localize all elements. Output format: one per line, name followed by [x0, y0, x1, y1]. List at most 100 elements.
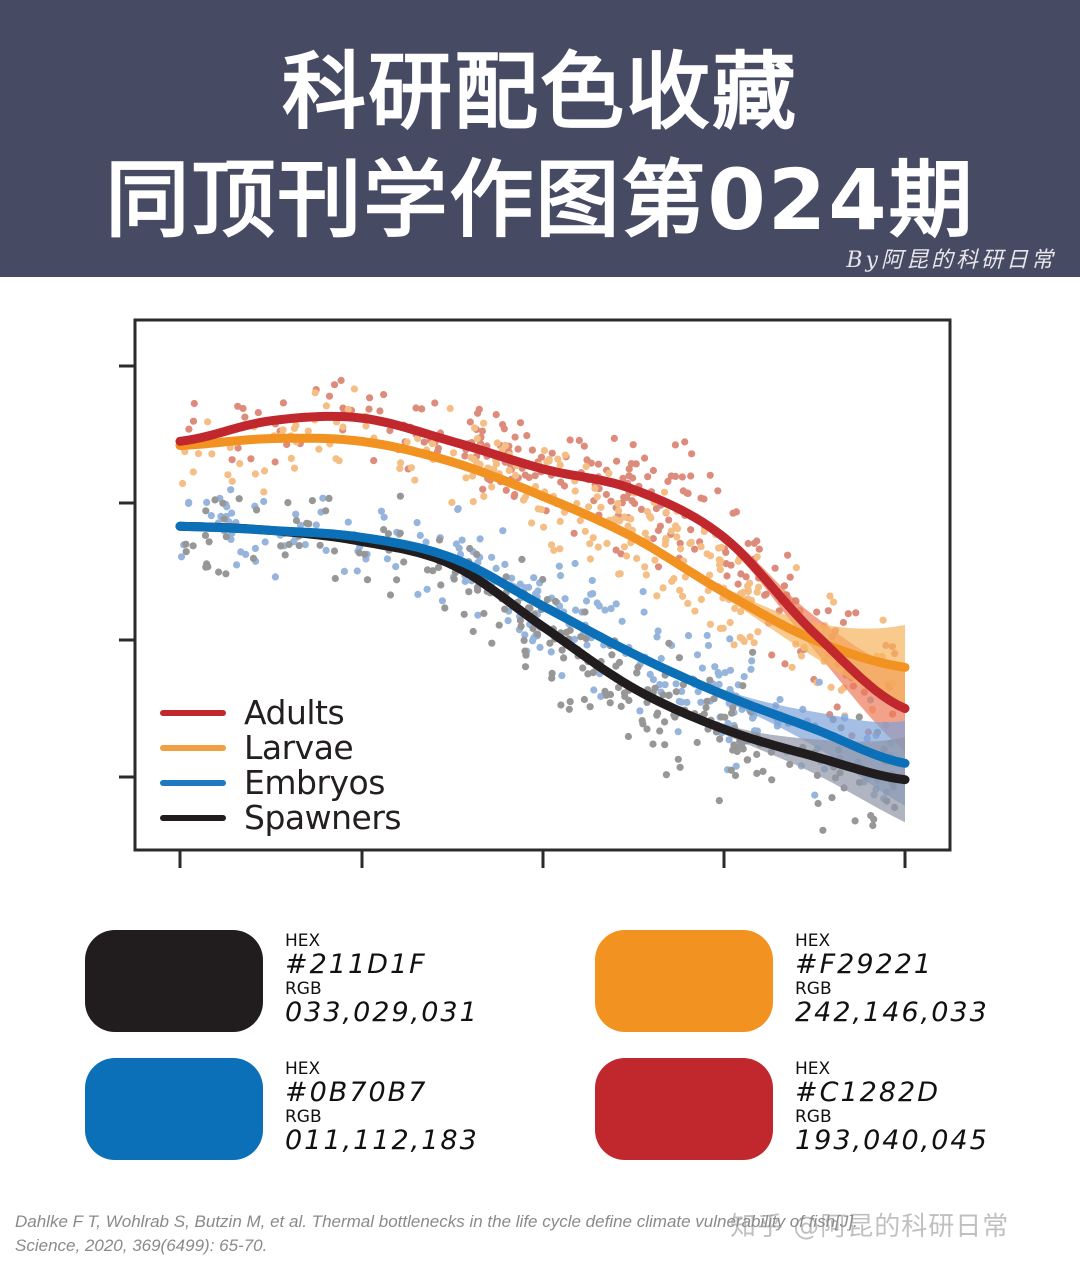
legend-item-larvae: Larvae	[160, 728, 401, 767]
data-point	[602, 490, 611, 499]
title-line-2: 同顶刊学作图第024期	[105, 151, 975, 249]
data-point	[603, 539, 611, 547]
data-point	[546, 639, 554, 647]
data-point	[581, 527, 589, 535]
data-point	[813, 608, 821, 616]
data-point	[617, 550, 625, 558]
data-point	[194, 450, 203, 458]
data-point	[330, 547, 339, 555]
data-point	[753, 750, 761, 758]
data-point	[829, 598, 838, 606]
data-point	[636, 707, 644, 715]
data-point	[344, 405, 352, 414]
data-point	[732, 762, 740, 770]
data-point	[640, 608, 648, 616]
swatch-card-blue: HEX #0B70B7 RGB 011,112,183	[85, 1058, 545, 1168]
data-point	[493, 439, 501, 447]
data-point	[702, 703, 710, 712]
data-point	[571, 559, 579, 568]
data-point	[461, 577, 469, 585]
data-point	[679, 592, 687, 600]
data-point	[478, 427, 486, 435]
data-point	[671, 441, 680, 449]
data-point	[616, 570, 624, 578]
data-point	[533, 630, 542, 638]
data-point	[676, 539, 684, 547]
data-point	[662, 508, 670, 516]
data-point	[337, 376, 345, 384]
data-point	[661, 741, 669, 749]
data-point	[731, 771, 740, 780]
data-point	[516, 580, 524, 588]
data-point	[587, 459, 595, 467]
data-point	[295, 542, 303, 550]
data-point	[694, 688, 702, 696]
data-point	[589, 534, 597, 542]
data-point	[189, 417, 198, 425]
data-point	[495, 621, 503, 629]
data-point	[237, 548, 245, 556]
trend-line-adults	[175, 411, 910, 713]
header-banner: 科研配色收藏 同顶刊学作图第024期 By阿昆的科研日常	[0, 0, 1080, 277]
color-swatch	[595, 1058, 773, 1160]
data-point	[531, 472, 539, 480]
data-point	[510, 492, 518, 500]
data-point	[657, 654, 665, 663]
scatter-chart	[119, 318, 952, 868]
data-point	[675, 654, 684, 662]
data-point	[710, 695, 718, 703]
data-point	[633, 669, 641, 677]
data-point	[488, 483, 496, 491]
data-point	[331, 574, 339, 583]
data-point	[455, 544, 463, 552]
data-point	[434, 563, 443, 572]
data-point	[627, 515, 635, 523]
data-point	[677, 545, 685, 553]
data-point	[768, 651, 776, 659]
data-point	[674, 728, 682, 736]
data-point	[205, 538, 213, 546]
data-point	[748, 657, 756, 665]
data-point	[437, 581, 445, 589]
data-point	[606, 690, 615, 699]
data-point	[501, 560, 509, 568]
data-point	[671, 472, 680, 480]
data-point	[588, 576, 596, 585]
data-point	[201, 531, 210, 539]
data-point	[520, 636, 528, 644]
data-point	[556, 602, 564, 610]
data-point	[768, 776, 776, 784]
data-point	[518, 555, 526, 563]
data-point	[582, 597, 591, 605]
data-point	[189, 542, 197, 550]
data-point	[649, 466, 658, 475]
data-point	[641, 529, 649, 537]
data-point	[325, 494, 333, 502]
data-point	[556, 461, 564, 469]
data-point	[517, 622, 525, 630]
data-point	[643, 725, 651, 733]
data-point	[396, 529, 404, 537]
data-point	[607, 497, 615, 505]
data-point	[852, 609, 860, 617]
legend-label: Larvae	[244, 728, 354, 767]
data-point	[656, 522, 665, 530]
data-point	[618, 617, 626, 625]
data-point	[661, 718, 669, 726]
data-point	[586, 540, 594, 548]
data-point	[581, 608, 589, 616]
data-point	[660, 488, 669, 496]
data-point	[674, 525, 682, 533]
data-point	[239, 404, 247, 413]
data-point	[654, 563, 663, 571]
data-point	[715, 544, 723, 552]
data-point	[717, 713, 725, 721]
data-point	[706, 471, 714, 479]
data-point	[330, 381, 339, 389]
data-point	[511, 471, 520, 479]
data-point	[423, 585, 431, 593]
data-point	[540, 446, 549, 455]
data-point	[661, 681, 669, 689]
data-point	[691, 607, 699, 615]
data-point	[215, 568, 223, 576]
